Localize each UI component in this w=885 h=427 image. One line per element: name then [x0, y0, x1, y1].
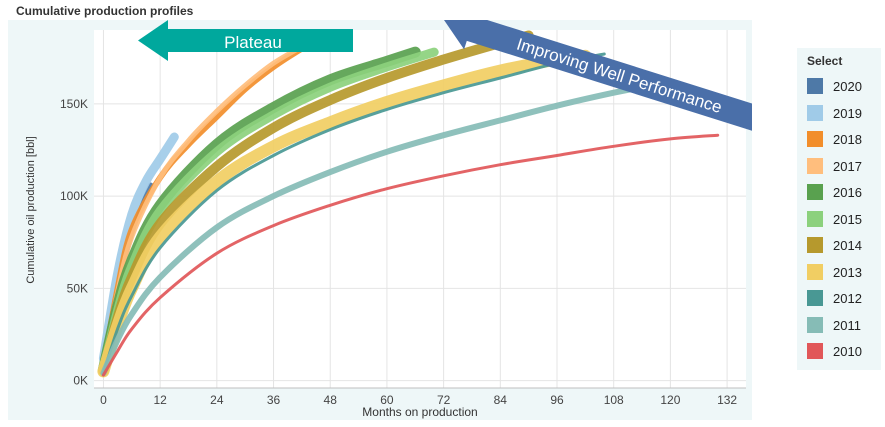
legend-label: 2015: [833, 211, 862, 227]
legend-swatch: [807, 104, 823, 121]
legend-swatch: [807, 290, 823, 306]
x-tick-label: 24: [210, 393, 224, 407]
improving-performance-arrow-shape: [444, 20, 752, 135]
y-tick-label: 150K: [60, 97, 88, 111]
x-tick-label: 132: [717, 393, 737, 407]
x-tick-label: 84: [494, 393, 508, 407]
legend-item-2011[interactable]: 2011: [807, 315, 879, 335]
legend-item-2015[interactable]: 2015: [807, 209, 879, 229]
legend-swatch: [807, 210, 823, 227]
legend-title: Select: [807, 54, 843, 68]
legend-item-2017[interactable]: 2017: [807, 156, 879, 176]
legend-label: 2017: [833, 158, 862, 174]
legend-swatch: [807, 131, 823, 147]
x-tick-label: 36: [267, 393, 281, 407]
legend-label: 2013: [833, 264, 862, 280]
y-axis-label: Cumulative oil production [bbl]: [25, 136, 37, 283]
grid: [94, 30, 746, 388]
y-tick-label: 100K: [60, 189, 88, 203]
series-line-2010: [101, 133, 720, 377]
x-tick-label: 12: [153, 393, 167, 407]
y-tick-label: 0K: [73, 374, 88, 388]
legend-swatch: [807, 157, 823, 174]
legend-item-2012[interactable]: 2012: [807, 288, 879, 308]
y-tick-label: 50K: [67, 281, 88, 295]
series-line-2017: [100, 36, 319, 369]
chart-panel: 0 12 24 36 48 60 72 84 96 108 120 132 0K 50K 100K 150K …: [8, 20, 752, 420]
legend-label: 2018: [833, 132, 862, 147]
legend-swatch: [807, 316, 823, 333]
series-line-2012: [101, 52, 606, 375]
x-tick-label: 60: [380, 393, 394, 407]
legend-label: 2011: [833, 317, 861, 333]
legend-label: 2020: [833, 79, 862, 94]
legend-swatch: [807, 263, 823, 280]
legend-item-2010[interactable]: 2010: [807, 341, 879, 361]
legend-item-2018[interactable]: 2018: [807, 129, 879, 149]
legend-swatch: [807, 184, 823, 200]
series-layer: [97, 30, 720, 378]
plateau-arrow-label: Plateau: [224, 33, 282, 52]
series-line-2013: [97, 49, 592, 378]
legend: Select 2020 2019 2018 2017 2016 2015 2014 2013 2…: [797, 48, 881, 370]
legend-item-2019[interactable]: 2019: [807, 103, 879, 123]
plateau-arrow: Plateau: [138, 20, 353, 61]
legend-swatch: [807, 343, 823, 359]
production-chart: 0 12 24 36 48 60 72 84 96 108 120 1320K50K100K150K …: [25, 20, 752, 419]
legend-item-2016[interactable]: 2016: [807, 182, 879, 202]
legend-swatch: [807, 78, 823, 94]
legend-label: 2019: [833, 105, 862, 121]
legend-label: 2016: [833, 185, 862, 200]
x-tick-label: 48: [324, 393, 338, 407]
x-tick-label: 72: [437, 393, 451, 407]
series-line-2011: [100, 82, 655, 377]
legend-item-2014[interactable]: 2014: [807, 235, 879, 255]
legend-item-2013[interactable]: 2013: [807, 262, 879, 282]
x-tick-label: 96: [550, 393, 564, 407]
chart-title: Cumulative production profiles: [16, 4, 194, 18]
legend-swatch: [807, 237, 823, 253]
axes-layer: 0 12 24 36 48 60 72 84 96 108 120 132 0K 50K 100K 150K: [60, 97, 746, 407]
x-tick-label: 120: [660, 393, 680, 407]
x-tick-label: 108: [604, 393, 624, 407]
legend-item-2020[interactable]: 2020: [807, 76, 879, 96]
plateau-arrow-shape: [138, 20, 353, 61]
legend-label: 2010: [833, 344, 862, 359]
legend-label: 2014: [833, 238, 862, 253]
legend-items: 2020 2019 2018 2017 2016 2015 2014 2013 2012 2011…: [797, 48, 881, 370]
legend-label: 2012: [833, 291, 862, 306]
x-axis-label: Months on production: [362, 405, 477, 419]
x-tick-label: 0: [100, 393, 107, 407]
